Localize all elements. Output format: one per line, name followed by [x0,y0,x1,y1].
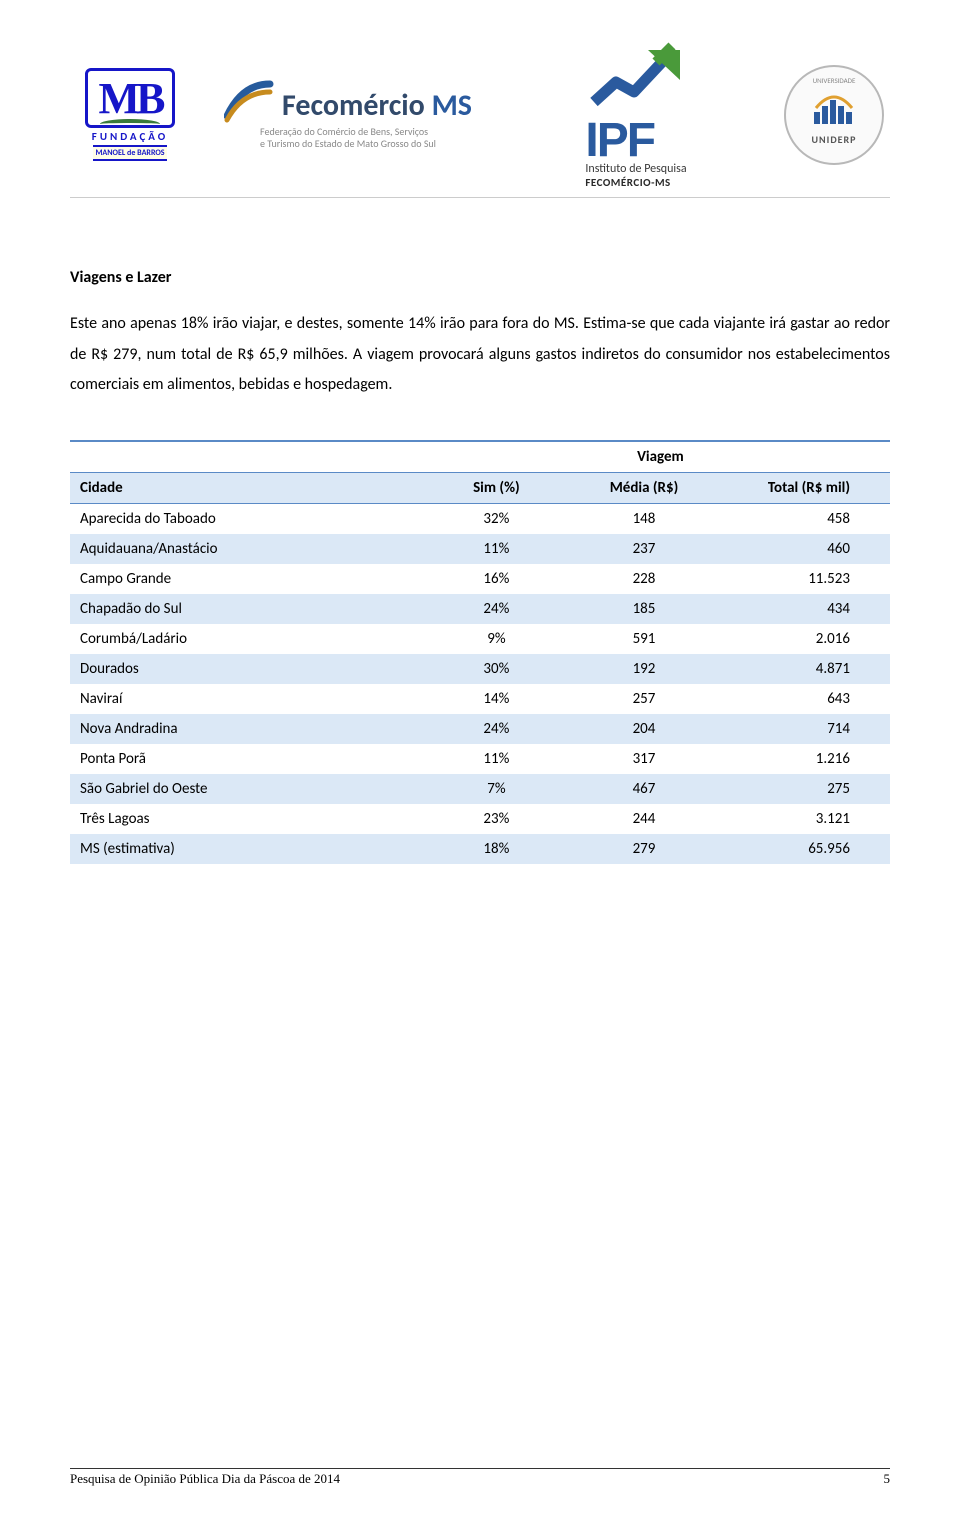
cell-city: Naviraí [70,684,431,714]
cell-sim: 18% [431,834,562,864]
logo-mb: MB FUNDAÇÃO MANOEL de BARROS [70,68,190,161]
cell-sim: 16% [431,564,562,594]
cell-city: Aparecida do Taboado [70,504,431,535]
cell-sim: 11% [431,744,562,774]
logo-ipf: IPF Instituto de Pesquisa FECOMÉRCIO-MS [506,40,766,189]
table-row: MS (estimativa)18%27965.956 [70,834,890,864]
footer-page: 5 [884,1471,891,1487]
ipf-arrow-icon [586,40,686,115]
cell-total: 643 [726,684,890,714]
ipf-sub2: FECOMÉRCIO-MS [585,176,686,189]
table-row: Chapadão do Sul24%185434 [70,594,890,624]
fecomercio-name: Fecomércio MS [282,87,472,124]
table-row: Naviraí14%257643 [70,684,890,714]
cell-media: 279 [562,834,726,864]
cell-media: 185 [562,594,726,624]
uniderp-icon [812,92,856,131]
cell-media: 192 [562,654,726,684]
viagem-table: Viagem Cidade Sim (%) Média (R$) Total (… [70,440,890,864]
cell-total: 714 [726,714,890,744]
section-title: Viagens e Lazer [70,268,890,287]
mb-line2: MANOEL de BARROS [93,145,166,161]
logo-fecomercio: Fecomércio MS Federação do Comércio de B… [208,80,488,150]
cell-city: Dourados [70,654,431,684]
page-footer: Pesquisa de Opinião Pública Dia da Pásco… [70,1468,890,1487]
cell-total: 434 [726,594,890,624]
table-row: Dourados30%1924.871 [70,654,890,684]
table-row: Campo Grande16%22811.523 [70,564,890,594]
ipf-sub1: Instituto de Pesquisa [585,162,686,176]
cell-sim: 30% [431,654,562,684]
uniderp-name: UNIDERP [812,133,857,146]
cell-city: Aquidauana/Anastácio [70,534,431,564]
cell-city: Corumbá/Ladário [70,624,431,654]
cell-sim: 24% [431,714,562,744]
cell-total: 11.523 [726,564,890,594]
table-row: Nova Andradina24%204714 [70,714,890,744]
mb-initials: MB [99,73,162,124]
cell-city: Três Lagoas [70,804,431,834]
cell-total: 458 [726,504,890,535]
section-body: Este ano apenas 18% irão viajar, e deste… [70,309,890,400]
cell-media: 237 [562,534,726,564]
cell-sim: 14% [431,684,562,714]
table-row: Três Lagoas23%2443.121 [70,804,890,834]
cell-total: 275 [726,774,890,804]
cell-media: 228 [562,564,726,594]
uniderp-top: UNIVERSIDADE [813,76,856,85]
cell-total: 460 [726,534,890,564]
table-row: Aparecida do Taboado32%148458 [70,504,890,535]
cell-sim: 24% [431,594,562,624]
table-row: Corumbá/Ladário9%5912.016 [70,624,890,654]
cell-city: MS (estimativa) [70,834,431,864]
header-logos: MB FUNDAÇÃO MANOEL de BARROS Fecomércio … [70,40,890,198]
cell-total: 3.121 [726,804,890,834]
cell-media: 257 [562,684,726,714]
cell-sim: 11% [431,534,562,564]
cell-city: Campo Grande [70,564,431,594]
logo-uniderp: UNIVERSIDADE UNIDERP [784,65,884,165]
fecomercio-swoosh-icon [224,80,274,124]
table-row: São Gabriel do Oeste7%467275 [70,774,890,804]
cell-media: 204 [562,714,726,744]
col-sim: Sim (%) [431,473,562,504]
mb-line1: FUNDAÇÃO [92,130,168,143]
footer-text: Pesquisa de Opinião Pública Dia da Pásco… [70,1471,340,1487]
fecomercio-subtitle: Federação do Comércio de Bens, Serviços … [260,126,436,150]
cell-sim: 9% [431,624,562,654]
table-header-row: Cidade Sim (%) Média (R$) Total (R$ mil) [70,473,890,504]
cell-city: Chapadão do Sul [70,594,431,624]
cell-media: 317 [562,744,726,774]
cell-city: Nova Andradina [70,714,431,744]
cell-total: 2.016 [726,624,890,654]
table-row: Ponta Porã11%3171.216 [70,744,890,774]
cell-city: São Gabriel do Oeste [70,774,431,804]
col-cidade: Cidade [70,473,431,504]
cell-sim: 23% [431,804,562,834]
fecomercio-name-part1: Fecomércio [282,87,432,124]
cell-media: 244 [562,804,726,834]
cell-city: Ponta Porã [70,744,431,774]
cell-total: 4.871 [726,654,890,684]
cell-media: 148 [562,504,726,535]
cell-sim: 32% [431,504,562,535]
table-row: Aquidauana/Anastácio11%237460 [70,534,890,564]
cell-sim: 7% [431,774,562,804]
col-media: Média (R$) [562,473,726,504]
cell-media: 591 [562,624,726,654]
cell-media: 467 [562,774,726,804]
mb-icon: MB [85,68,175,128]
ipf-big: IPF [585,119,686,162]
table-super-header-row: Viagem [70,441,890,473]
col-total: Total (R$ mil) [726,473,890,504]
table-super-header: Viagem [431,441,890,473]
cell-total: 65.956 [726,834,890,864]
fecomercio-name-part2: MS [432,87,472,124]
cell-total: 1.216 [726,744,890,774]
